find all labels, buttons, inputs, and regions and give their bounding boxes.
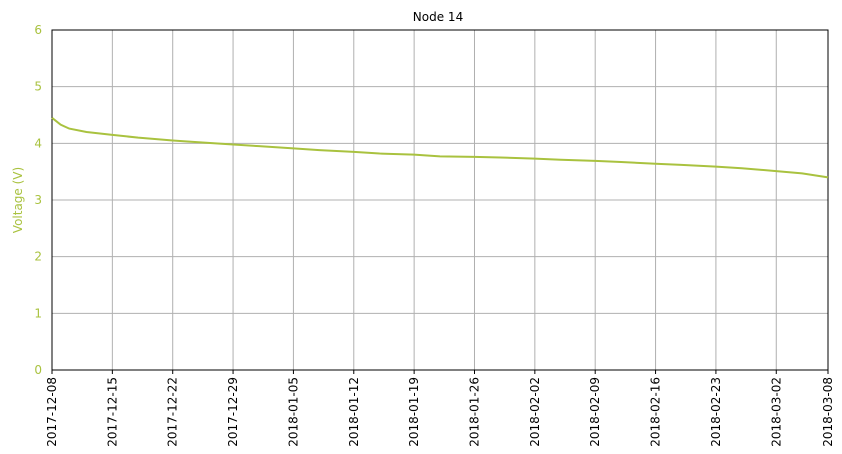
- plot-frame: [51, 29, 829, 371]
- x-tick-label: 2017-12-22: [166, 377, 180, 447]
- x-tick-label: 2017-12-08: [45, 377, 59, 447]
- x-tick-label: 2017-12-29: [226, 377, 240, 447]
- x-tick-label: 2018-03-08: [821, 377, 835, 447]
- data-line: [51, 117, 829, 179]
- x-tick-label: 2018-01-26: [467, 377, 481, 447]
- x-tick-label: 2018-03-02: [769, 377, 783, 447]
- y-tick-label: 0: [34, 363, 42, 377]
- y-tick-label: 3: [34, 193, 42, 207]
- x-tick-label: 2018-02-09: [588, 377, 602, 447]
- x-tick-label: 2018-02-23: [709, 377, 723, 447]
- y-tick-label: 1: [34, 306, 42, 320]
- chart-title: Node 14: [413, 10, 463, 24]
- x-tick-label: 2017-12-15: [105, 377, 119, 447]
- y-tick-label: 2: [34, 250, 42, 264]
- y-tick-label: 6: [34, 23, 42, 37]
- x-tick-label: 2018-01-05: [286, 377, 300, 447]
- y-axis-label: Voltage (V): [11, 167, 25, 233]
- y-tick-label: 5: [34, 80, 42, 94]
- x-tick-label: 2018-02-16: [649, 377, 663, 447]
- y-tick-label: 4: [34, 136, 42, 150]
- x-tick-label: 2018-01-12: [347, 377, 361, 447]
- x-tick-label: 2018-02-02: [528, 377, 542, 447]
- x-tick-label: 2018-01-19: [407, 377, 421, 447]
